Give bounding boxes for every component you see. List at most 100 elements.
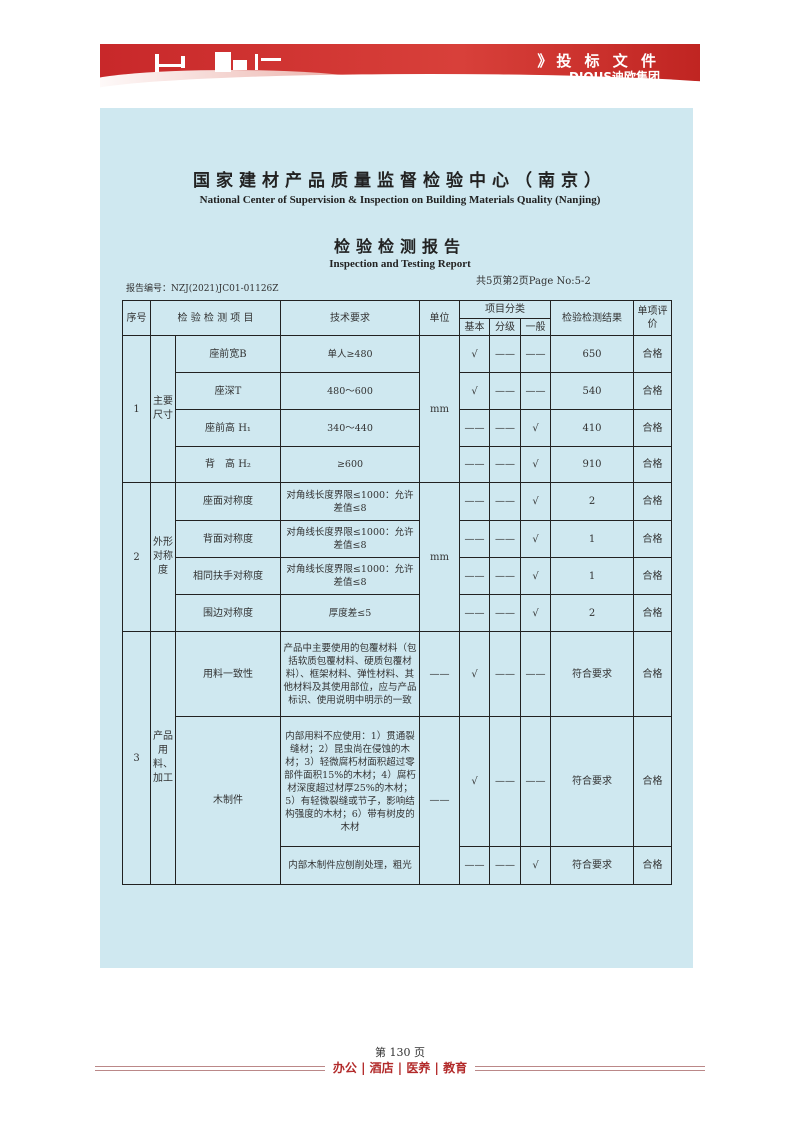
header-eval: 单项评价 (633, 300, 672, 336)
footer-divider-left (95, 1066, 325, 1071)
table-row: 内部木制件应刨削处理，粗光 —— —— √ 符合要求 合格 (123, 846, 672, 885)
footer-divider-right (475, 1066, 705, 1071)
grade-mark: —— (489, 446, 521, 483)
unit: mm (419, 335, 460, 483)
footer-slogan: 办公 | 酒店 | 医养 | 教育 (332, 1061, 468, 1075)
group-name: 外形对称度 (150, 482, 176, 632)
header-category: 项目分类 (459, 300, 551, 319)
item-name: 座面对称度 (175, 482, 281, 521)
tech-requirement: 对角线长度界限≤1000：允许差值≤8 (280, 482, 420, 521)
evaluation: 合格 (633, 557, 672, 595)
unit: —— (419, 631, 460, 717)
basic-mark: —— (459, 594, 490, 632)
group-number: 2 (122, 482, 151, 632)
general-mark: √ (520, 482, 551, 521)
inspection-table: 序号 检 验 检 测 项 目 技术要求 单位 项目分类 检验检测结果 单项评价 … (122, 300, 672, 885)
grade-mark: —— (489, 716, 521, 847)
group-name: 主要尺寸 (150, 335, 176, 483)
header-banner: 》投 标 文 件 DIOUS迪欧集团 (100, 44, 700, 92)
general-mark: √ (520, 594, 551, 632)
evaluation: 合格 (633, 482, 672, 521)
result: 2 (550, 594, 634, 632)
header-result: 检验检测结果 (550, 300, 634, 336)
unit: —— (419, 716, 460, 885)
evaluation: 合格 (633, 520, 672, 558)
evaluation: 合格 (633, 716, 672, 847)
grade-mark: —— (489, 846, 521, 885)
evaluation: 合格 (633, 409, 672, 447)
item-name: 背面对称度 (175, 520, 281, 558)
grade-mark: —— (489, 520, 521, 558)
tech-requirement: 厚度差≤5 (280, 594, 420, 632)
org-name-en: National Center of Supervision & Inspect… (199, 194, 601, 206)
table-row: 座前高 H₁ 340～440 —— —— √ 410 合格 (123, 409, 672, 447)
evaluation: 合格 (633, 446, 672, 483)
table-row: 1 主要尺寸 座前宽B 单人≥480 mm √ —— —— 650 合格 (122, 335, 672, 483)
result: 符合要求 (550, 631, 634, 717)
group-number: 1 (122, 335, 151, 483)
table-row: 围边对称度 厚度差≤5 —— —— √ 2 合格 (123, 594, 672, 632)
grade-mark: —— (489, 409, 521, 447)
general-mark: —— (520, 335, 551, 373)
header-tech: 技术要求 (280, 300, 420, 336)
table-row: 相同扶手对称度 对角线长度界限≤1000：允许差值≤8 —— —— √ 1 合格 (123, 557, 672, 595)
tech-requirement: 产品中主要使用的包覆材料（包括软质包覆材料、硬质包覆材料）、框架材料、弹性材料、… (280, 631, 420, 717)
basic-mark: √ (459, 716, 490, 847)
basic-mark: —— (459, 446, 490, 483)
page-number: 第 130 页 (375, 1046, 425, 1059)
item-name: 座深T (175, 372, 281, 410)
basic-mark: —— (459, 846, 490, 885)
result: 540 (550, 372, 634, 410)
item-name: 用料一致性 (175, 631, 281, 717)
banner-brand: DIOUS迪欧集团 (568, 70, 660, 84)
header-basic: 基本 (459, 318, 490, 336)
item-name: 围边对称度 (175, 594, 281, 632)
header-item: 检 验 检 测 项 目 (150, 300, 281, 336)
evaluation: 合格 (633, 372, 672, 410)
tech-requirement: ≥600 (280, 446, 420, 483)
basic-mark: —— (459, 520, 490, 558)
result: 1 (550, 557, 634, 595)
tech-requirement: 340～440 (280, 409, 420, 447)
page-info: 共5页第2页Page No:5-2 (476, 276, 591, 287)
grade-mark: —— (489, 557, 521, 595)
header-grade: 分级 (489, 318, 521, 336)
basic-mark: √ (459, 631, 490, 717)
table-row: 3 产品用料、加工 用料一致性 产品中主要使用的包覆材料（包括软质包覆材料、硬质包覆材… (122, 631, 672, 885)
grade-mark: —— (489, 482, 521, 521)
header-unit: 单位 (419, 300, 460, 336)
table-row: 背面对称度 对角线长度界限≤1000：允许差值≤8 —— —— √ 1 合格 (123, 520, 672, 558)
general-mark: √ (520, 520, 551, 558)
tech-requirement: 对角线长度界限≤1000：允许差值≤8 (280, 557, 420, 595)
general-mark: √ (520, 409, 551, 447)
general-mark: —— (520, 716, 551, 847)
group-number: 3 (122, 631, 151, 885)
table-row: 木制件 内部用料不应使用：1）贯通裂缝材；2）昆虫尚在侵蚀的木材；3）轻微腐朽材面… (123, 716, 672, 885)
tech-requirement: 单人≥480 (280, 335, 420, 373)
general-mark: —— (520, 372, 551, 410)
group-name: 产品用料、加工 (150, 631, 176, 885)
basic-mark: —— (459, 482, 490, 521)
tech-requirement: 480～600 (280, 372, 420, 410)
result: 1 (550, 520, 634, 558)
evaluation: 合格 (633, 594, 672, 632)
grade-mark: —— (489, 631, 521, 717)
report-number: 报告编号：NZJ(2021)JC01-01126Z (126, 284, 279, 294)
org-name-cn: 国家建材产品质量监督检验中心（南京） (193, 171, 607, 191)
basic-mark: √ (459, 372, 490, 410)
result: 910 (550, 446, 634, 483)
result: 650 (550, 335, 634, 373)
header-general: 一般 (520, 318, 551, 336)
result: 符合要求 (550, 846, 634, 885)
evaluation: 合格 (633, 335, 672, 373)
item-name: 座前宽B (175, 335, 281, 373)
header-no: 序号 (122, 300, 151, 336)
general-mark: √ (520, 557, 551, 595)
table-row: 背 高 H₂ ≥600 —— —— √ 910 合格 (123, 446, 672, 483)
tech-requirement: 内部用料不应使用：1）贯通裂缝材；2）昆虫尚在侵蚀的木材；3）轻微腐朽材面积超过… (280, 716, 420, 847)
item-name: 相同扶手对称度 (175, 557, 281, 595)
furniture-logo-icon (155, 52, 281, 72)
item-name: 木制件 (175, 716, 281, 885)
item-name: 背 高 H₂ (175, 446, 281, 483)
basic-mark: —— (459, 409, 490, 447)
